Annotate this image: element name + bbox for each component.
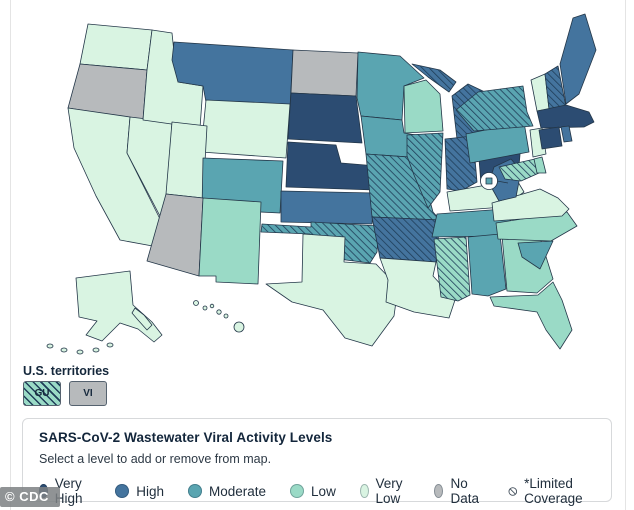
state-WI[interactable] xyxy=(403,79,444,134)
state-MA[interactable] xyxy=(536,104,595,129)
legend-item-verylow[interactable]: Very Low xyxy=(359,476,410,506)
legend-label-moderate: Moderate xyxy=(209,483,267,499)
state-NY-hatch xyxy=(456,86,533,131)
legend-swatch-nodata xyxy=(434,484,444,498)
state-ND[interactable] xyxy=(290,49,359,97)
state-UT[interactable] xyxy=(165,121,208,199)
state-MD-hatch xyxy=(499,159,539,181)
legend-label-nodata: No Data xyxy=(450,476,479,506)
state-KS[interactable] xyxy=(280,190,375,225)
state-DC[interactable] xyxy=(485,177,493,185)
state-CT[interactable] xyxy=(538,126,563,150)
state-TX[interactable] xyxy=(265,233,399,347)
legend-label-limited: *Limited Coverage xyxy=(524,476,583,506)
state-SC[interactable] xyxy=(517,240,554,270)
us-map-container xyxy=(0,0,634,360)
cdc-watermark: © CDC xyxy=(0,487,60,507)
state-HI-island[interactable] xyxy=(216,309,222,315)
state-MS-hatch xyxy=(434,237,470,301)
state-AK-island[interactable] xyxy=(106,342,114,348)
dc-leader-line xyxy=(496,180,509,184)
state-HI-island[interactable] xyxy=(209,303,215,309)
state-AR-hatch xyxy=(372,217,440,262)
state-AL[interactable] xyxy=(467,233,507,297)
legend-card: SARS-CoV-2 Wastewater Viral Activity Lev… xyxy=(22,418,612,506)
legend-item-limited[interactable]: *Limited Coverage xyxy=(508,476,595,506)
legend-label-verylow: Very Low xyxy=(375,476,403,506)
legend-subtitle: Select a level to add or remove from map… xyxy=(39,452,272,466)
state-HI-island[interactable] xyxy=(202,305,208,311)
territory-GU[interactable]: GU xyxy=(23,381,61,406)
legend-label-veryhigh: Very High xyxy=(54,476,83,506)
state-VA[interactable] xyxy=(491,188,570,222)
state-NE[interactable] xyxy=(285,141,378,191)
state-HI-island[interactable] xyxy=(193,300,199,306)
state-FL[interactable] xyxy=(489,281,573,350)
legend-label-low: Low xyxy=(311,483,336,499)
territories-label: U.S. territories xyxy=(23,364,110,378)
territory-VI[interactable]: VI xyxy=(69,381,107,406)
legend-item-moderate[interactable]: Moderate xyxy=(188,484,266,499)
state-HI-island[interactable] xyxy=(223,313,229,319)
territories-row: GU VI xyxy=(23,381,107,406)
state-NH-hatch xyxy=(545,66,566,109)
legend-item-nodata[interactable]: No Data xyxy=(434,476,484,506)
us-choropleth-map[interactable] xyxy=(0,0,634,360)
state-AK-island[interactable] xyxy=(60,347,68,353)
state-SD[interactable] xyxy=(287,92,363,144)
widget-frame xyxy=(10,0,626,510)
state-RI[interactable] xyxy=(560,125,573,143)
state-AK-island[interactable] xyxy=(92,347,100,353)
legend-items: Very High High Moderate Low Very Low No Data *… xyxy=(39,476,595,506)
legend-label-high: High xyxy=(136,483,164,499)
state-AK-panhandle[interactable] xyxy=(131,307,153,331)
state-HI-island[interactable] xyxy=(233,321,245,333)
legend-item-high[interactable]: High xyxy=(115,484,164,499)
state-NM[interactable] xyxy=(198,197,262,285)
state-AK[interactable] xyxy=(75,270,163,343)
state-ME[interactable] xyxy=(559,13,597,105)
state-WY[interactable] xyxy=(200,99,291,159)
legend-item-low[interactable]: Low xyxy=(290,484,336,499)
state-AK-island[interactable] xyxy=(46,343,54,349)
legend-swatch-moderate xyxy=(188,484,202,498)
legend-swatch-low xyxy=(290,484,305,498)
state-DE[interactable] xyxy=(533,156,547,174)
legend-swatch-verylow xyxy=(359,484,369,498)
state-MI-upper-hatch xyxy=(412,64,456,92)
state-AK-island[interactable] xyxy=(76,349,84,355)
state-WA[interactable] xyxy=(79,23,153,71)
state-MN[interactable] xyxy=(356,51,425,121)
legend-swatch-high xyxy=(115,484,130,498)
legend-title: SARS-CoV-2 Wastewater Viral Activity Lev… xyxy=(39,430,333,445)
limited-coverage-icon xyxy=(508,486,517,496)
state-LA[interactable] xyxy=(379,257,456,319)
state-IL-hatch xyxy=(407,133,443,208)
